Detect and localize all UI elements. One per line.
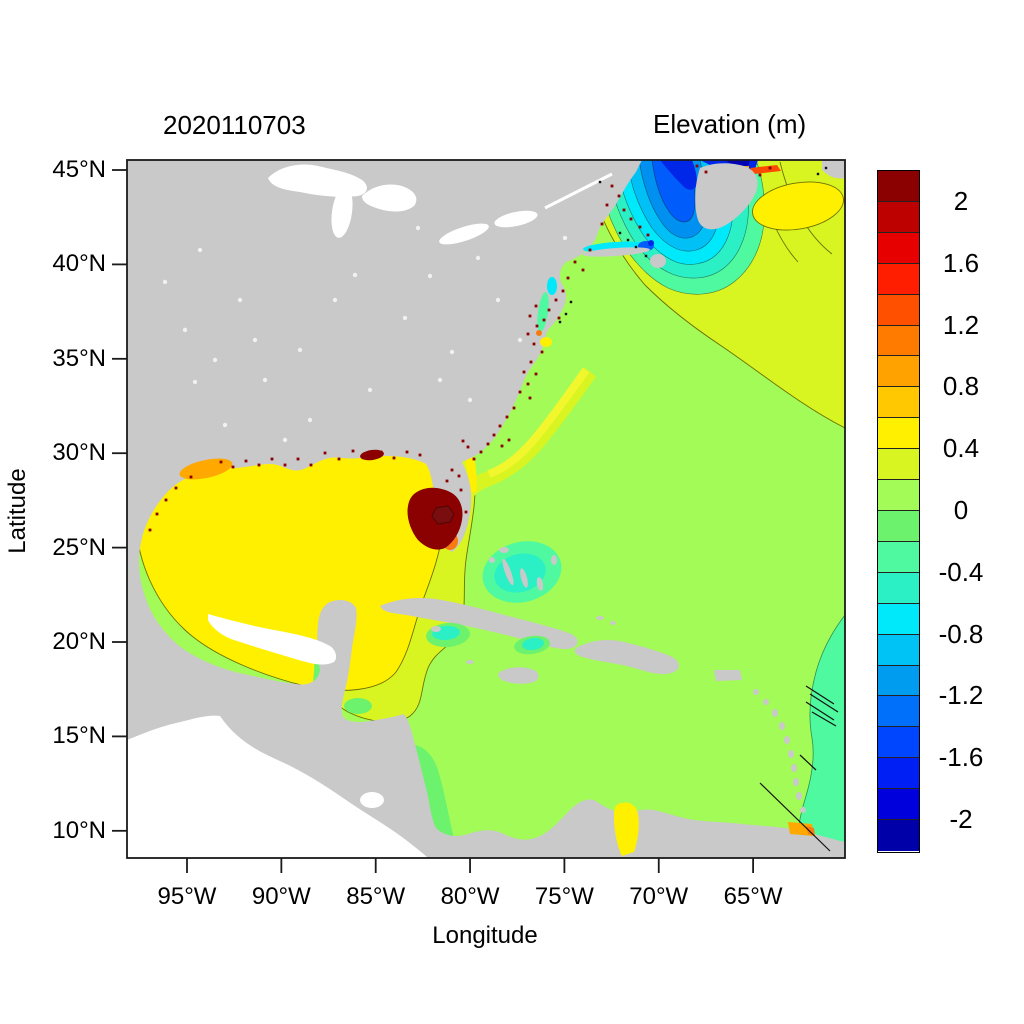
x-axis-label: Longitude: [432, 922, 538, 949]
se-coastal-band-inner: [487, 367, 590, 478]
timestamp-title: 2020110703: [163, 110, 306, 140]
y-tick-label: 25°N: [52, 533, 106, 561]
fundy-orange-streak: [750, 165, 781, 174]
y-tick-label: 35°N: [52, 344, 106, 372]
y-tick-label: 30°N: [52, 439, 106, 467]
colorbar-tick-label: 0.4: [942, 433, 980, 464]
colorbar-title: Elevation (m): [653, 109, 807, 139]
map-layers: [127, 160, 845, 858]
colorbar-tick-label: -0.8: [938, 618, 984, 649]
colorbar-tick-label: 2: [953, 185, 969, 216]
colorbar-cell: [878, 294, 919, 326]
colorbar-cell: [878, 232, 919, 264]
x-tick-label: 85°W: [346, 883, 406, 910]
colorbar-cell: [878, 325, 919, 357]
colorbar-tick-label: -0.4: [938, 556, 984, 587]
lake-okeechobee-outline: [431, 505, 455, 525]
colorbar-tick-label: 0.8: [942, 371, 980, 402]
y-tick-label: 20°N: [52, 628, 106, 655]
land-white-flecks: [162, 225, 568, 443]
x-tick-label: 70°W: [629, 883, 689, 910]
nova-scotia-yellow-patch: [752, 181, 844, 231]
gulf-of-venezuela-yellow: [614, 802, 639, 856]
land-mainland: [127, 160, 845, 858]
coastal-red-speckles: [148, 164, 772, 532]
colorbar-cell: [878, 541, 919, 573]
small-islands: [431, 191, 822, 847]
axis-tick-marks: [112, 169, 755, 873]
hispaniola: [574, 640, 679, 675]
colorbar-cell: [878, 263, 919, 295]
outside-domain-white: [127, 715, 428, 858]
colorbar-cell: [878, 758, 919, 790]
puerto-rico: [714, 670, 742, 681]
gulf-of-paria-yellow: [788, 822, 814, 836]
colorbar-tick-label: -2: [949, 804, 973, 835]
cuba: [380, 598, 578, 650]
colorbar-cell: [878, 696, 919, 728]
colorbar-cell: [878, 572, 919, 604]
coastal-black-dots: [558, 166, 828, 324]
colorbar-cell: [878, 171, 919, 202]
colorbar-tick-label: -1.2: [938, 680, 984, 711]
colorbar-cell: [878, 634, 919, 666]
jamaica: [498, 667, 539, 684]
colorbar-cell: [878, 356, 919, 388]
colorbar-cell: [878, 820, 919, 851]
x-tick-label: 80°W: [440, 883, 500, 910]
colorbar: [877, 170, 920, 853]
colorbar-tick-label: 1.6: [942, 247, 980, 278]
colorbar-cell: [878, 603, 919, 635]
colorbar-cell: [878, 387, 919, 419]
great-lakes: [268, 164, 613, 808]
mesh-hatch-lines: [759, 685, 839, 852]
colorbar-cell: [878, 665, 919, 697]
y-tick-label: 45°N: [52, 156, 106, 183]
colorbar-tick-label: 1.2: [942, 309, 980, 340]
plot-border: [126, 159, 846, 859]
colorbar-cell: [878, 201, 919, 233]
x-tick-label: 75°W: [534, 883, 594, 910]
campeche-white-strip: [208, 614, 337, 665]
x-tick-label: 65°W: [723, 883, 783, 910]
nova-scotia-land: [695, 163, 758, 230]
newfoundland-corner: [822, 160, 845, 179]
colorbar-tick-label: 0: [953, 495, 969, 525]
colorbar-cell: [878, 727, 919, 759]
colorbar-cell: [878, 789, 919, 821]
y-tick-label: 15°N: [52, 722, 106, 750]
x-tick-label: 95°W: [157, 883, 217, 910]
se-coastal-band: [461, 367, 597, 497]
x-tick-label: 90°W: [251, 883, 311, 910]
colorbar-cell: [878, 418, 919, 450]
colorbar-cell: [878, 480, 919, 511]
y-tick-label: 10°N: [52, 816, 106, 844]
colorbar-tick-label: -1.6: [938, 742, 984, 773]
colorbar-cell: [878, 449, 919, 481]
y-tick-label: 40°N: [52, 250, 106, 278]
colorbar-cell: [878, 510, 919, 542]
